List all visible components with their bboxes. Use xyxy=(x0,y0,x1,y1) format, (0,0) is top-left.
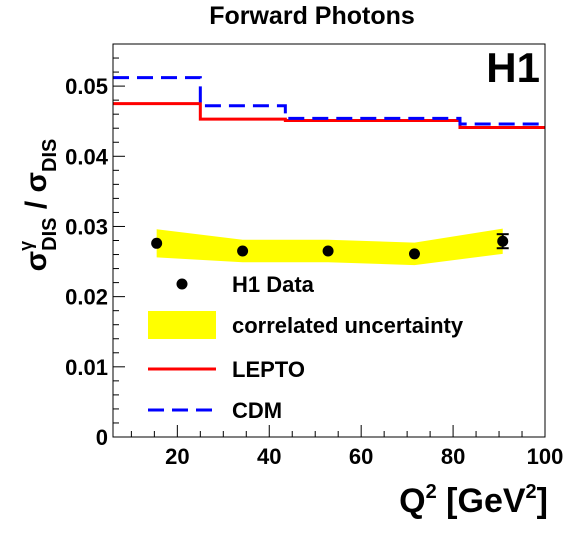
y-tick-label: 0.03 xyxy=(65,214,108,239)
x-label-sup: 2 xyxy=(426,481,437,503)
y-label-dis-1: DIS xyxy=(39,218,61,251)
lepto-curve xyxy=(113,102,545,130)
data-point xyxy=(322,245,334,257)
y-label-gamma: γ xyxy=(16,241,36,251)
y-label-slash: / xyxy=(20,192,53,217)
chart-title: Forward Photons xyxy=(209,2,415,30)
y-tick-label: 0.02 xyxy=(65,285,108,310)
y-axis-label: σγ DIS / σDIS xyxy=(16,139,61,272)
legend-swatch-uncertainty xyxy=(148,311,216,339)
legend-label: H1 Data xyxy=(232,272,315,297)
legend-label: LEPTO xyxy=(232,357,305,382)
x-label-close: ] xyxy=(537,482,548,520)
y-tick-label: 0.05 xyxy=(65,74,108,99)
x-label-base: Q xyxy=(399,482,425,520)
data-points-layer xyxy=(151,233,509,260)
x-tick-label: 60 xyxy=(349,444,373,469)
data-point xyxy=(151,237,163,249)
x-tick-label: 100 xyxy=(527,444,564,469)
y-tick-label: 0 xyxy=(96,425,108,450)
legend-label: correlated uncertainty xyxy=(232,313,464,338)
legend-label: CDM xyxy=(232,398,282,423)
data-point xyxy=(497,235,509,247)
x-axis-label: Q2 [GeV2] xyxy=(399,481,548,520)
x-tick-label: 40 xyxy=(257,444,281,469)
axes-layer: 20 40 60 80 100 0 0.01 0.02 0.03 0.04 0.05 xyxy=(65,57,564,469)
x-tick-label: 20 xyxy=(165,444,189,469)
data-point xyxy=(408,248,420,260)
y-label-sigma: σ xyxy=(20,251,53,272)
y-label-dis-2: DIS xyxy=(39,139,61,172)
legend: H1 Data correlated uncertainty LEPTO CDM xyxy=(148,272,464,423)
x-label-unit: [GeV xyxy=(437,482,526,520)
experiment-label: H1 xyxy=(486,44,540,91)
y-tick-label: 0.04 xyxy=(65,144,109,169)
model-curves-layer xyxy=(113,76,545,130)
legend-marker-h1-data xyxy=(176,278,188,290)
y-label-sigma-2: σ xyxy=(20,172,53,193)
y-tick-label: 0.01 xyxy=(65,355,108,380)
x-label-unit-sup: 2 xyxy=(526,481,537,503)
data-point xyxy=(237,245,249,257)
x-tick-label: 80 xyxy=(441,444,465,469)
cdm-curve xyxy=(113,76,545,126)
